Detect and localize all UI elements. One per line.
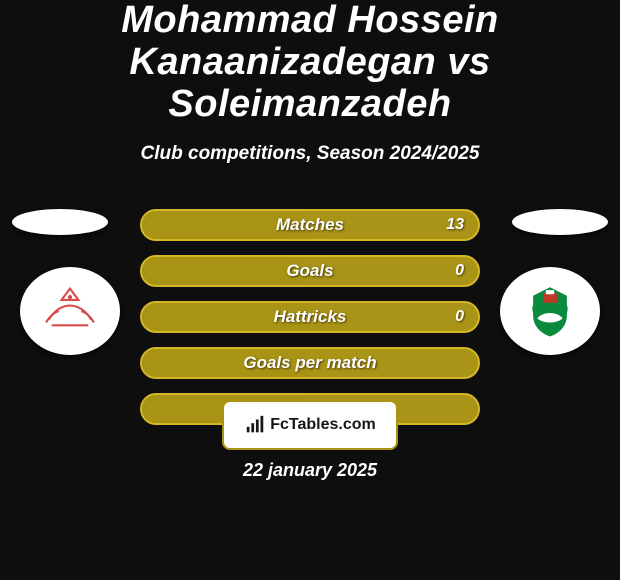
brand-box: FcTables.com <box>222 400 398 450</box>
stat-pill: Matches13 <box>140 209 480 241</box>
stat-label: Goals <box>142 257 478 285</box>
stat-value-right: 13 <box>446 211 464 239</box>
club-badge-left <box>20 267 120 355</box>
bar-chart-icon <box>244 414 266 436</box>
stat-label: Goals per match <box>142 349 478 377</box>
stat-pill: Goals per match <box>140 347 480 379</box>
page-title: Mohammad Hossein Kanaanizadegan vs Solei… <box>0 0 620 125</box>
subtitle: Club competitions, Season 2024/2025 <box>0 143 620 165</box>
stat-label: Matches <box>142 211 478 239</box>
club-badge-right <box>500 267 600 355</box>
stat-label: Hattricks <box>142 303 478 331</box>
stat-pill: Goals0 <box>140 255 480 287</box>
player-ellipse-right <box>512 209 608 235</box>
player-ellipse-left <box>12 209 108 235</box>
club-left-crest-icon <box>30 276 110 346</box>
brand-text: FcTables.com <box>270 416 376 434</box>
stat-value-right: 0 <box>455 257 464 285</box>
stat-bars: Matches13Goals0Hattricks0Goals per match… <box>140 209 480 425</box>
club-right-crest-icon <box>510 276 590 346</box>
stat-value-right: 0 <box>455 303 464 331</box>
date-text: 22 january 2025 <box>0 460 620 481</box>
stat-pill: Hattricks0 <box>140 301 480 333</box>
